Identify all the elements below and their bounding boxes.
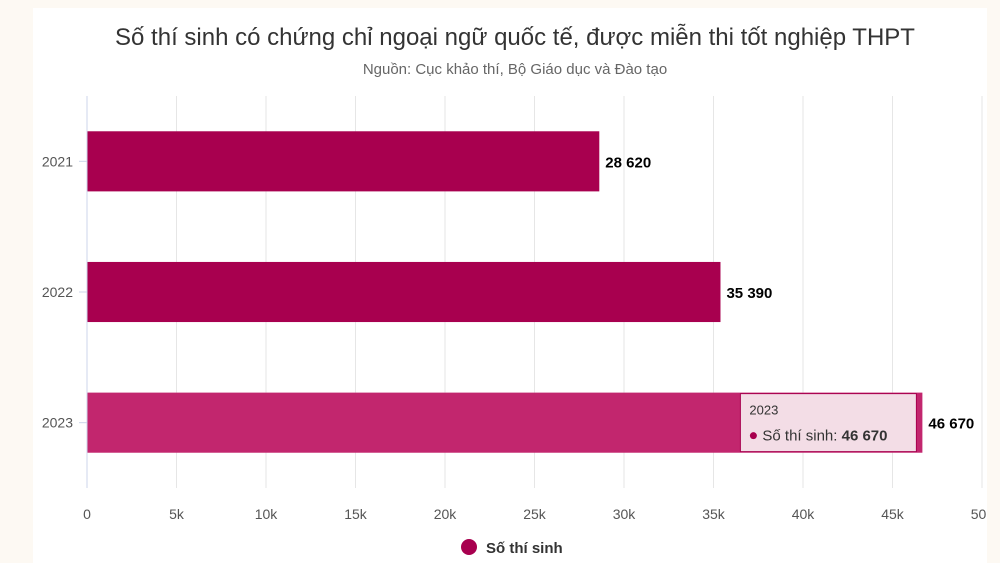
data-label-2021: 28 620 [605,154,651,171]
x-tick-label: 10k [255,506,279,522]
x-tick-label: 5k [169,506,185,522]
tooltip-series-text: Số thí sinh: 46 670 [762,428,887,445]
legend-marker[interactable] [461,539,477,555]
x-tick-label: 15k [344,506,368,522]
legend[interactable]: Số thí sinh [461,539,563,557]
bar-2022[interactable] [87,261,721,323]
tooltip-series-label: Số thí sinh: [762,428,841,445]
legend-label[interactable]: Số thí sinh [486,540,563,557]
tooltip-series-dot [749,432,757,440]
y-category-label: 2022 [42,284,73,300]
x-tick-label: 35k [702,506,726,522]
x-tick-label: 30k [613,506,637,522]
tooltip-value: 46 670 [842,428,888,445]
tooltip-box [739,393,917,453]
data-labels: 28 620 35 390 46 670 [605,154,974,432]
bar-chart: Số thí sinh có chứng chỉ ngoại ngữ quốc … [42,24,987,557]
x-tick-label: 25k [523,506,547,522]
tooltip: 2023 Số thí sinh: 46 670 [739,393,917,453]
chart-subtitle: Nguồn: Cục khảo thí, Bộ Giáo dục và Đào … [363,61,667,78]
chart-title: Số thí sinh có chứng chỉ ngoại ngữ quốc … [115,24,915,51]
x-tick-label: 40k [792,506,816,522]
x-tick-label: 45k [881,506,905,522]
data-label-2022: 35 390 [726,285,772,302]
data-label-2023: 46 670 [928,416,974,433]
tooltip-category: 2023 [749,403,778,418]
axes: 0 5k 10k 15k 20k 25k 30k 35k 40k 45k 50k 2021 2022 20… [42,96,987,522]
bar-2021[interactable] [87,131,600,192]
y-category-label: 2023 [42,415,73,431]
chart-card: Số thí sinh có chứng chỉ ngoại ngữ quốc … [33,8,987,563]
x-tick-label: 20k [434,506,458,522]
x-tick-label: 50k [971,506,987,522]
x-tick-label: 0 [83,506,91,522]
y-category-label: 2021 [42,153,73,169]
